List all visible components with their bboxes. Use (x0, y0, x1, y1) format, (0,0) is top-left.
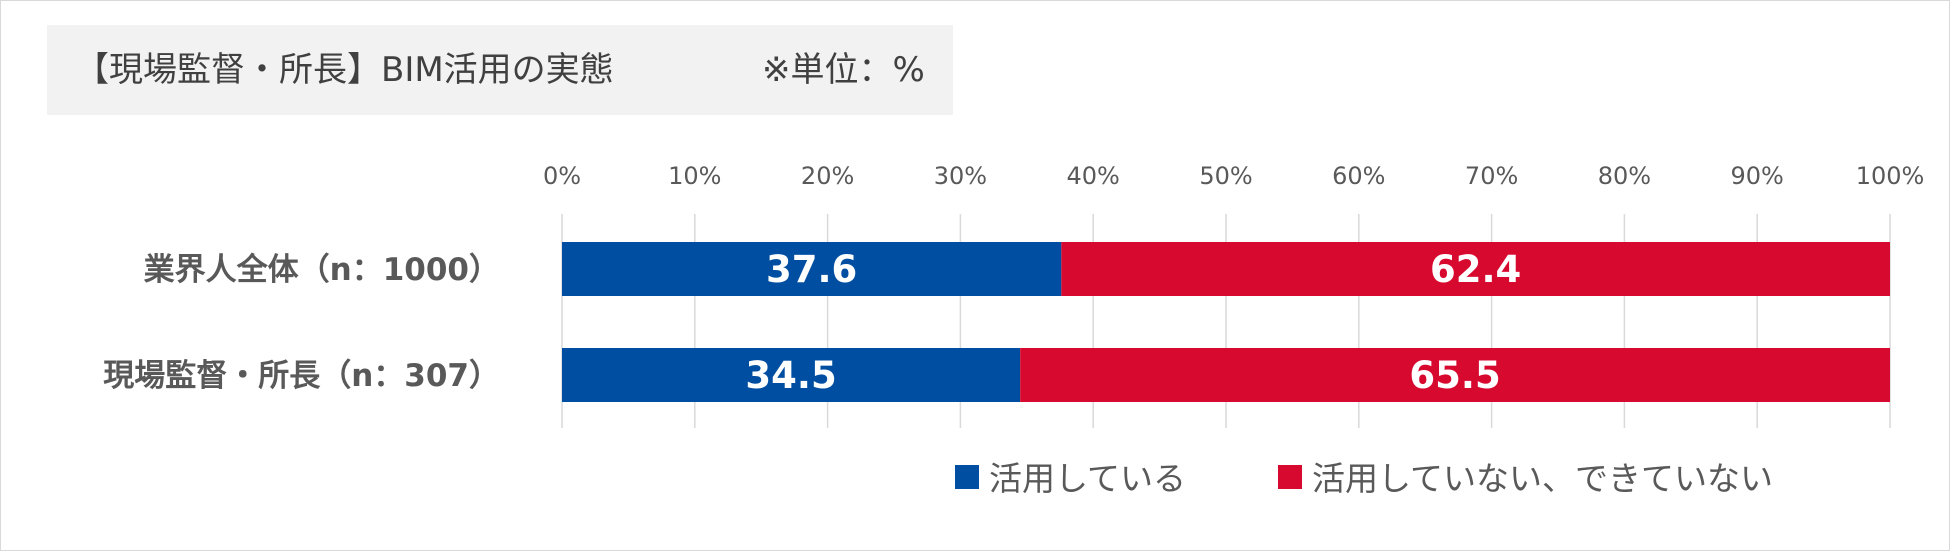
x-tick-label: 80% (1598, 162, 1651, 190)
bar-value-label: 65.5 (1409, 354, 1500, 397)
bar-segment (562, 242, 1062, 296)
x-tick-label: 70% (1465, 162, 1518, 190)
x-tick-label: 100% (1856, 162, 1925, 190)
chart-unit-note: ※単位：% (762, 50, 925, 90)
bar-segment (1061, 242, 1890, 296)
legend-label: 活用している (989, 459, 1186, 498)
chart-title: 【現場監督・所長】BIM活用の実態 (75, 50, 614, 90)
x-tick-label: 50% (1199, 162, 1252, 190)
legend-swatch (955, 465, 979, 489)
x-tick-label: 90% (1731, 162, 1784, 190)
bar-value-label: 37.6 (766, 248, 857, 291)
x-tick-label: 40% (1067, 162, 1120, 190)
bar-value-label: 34.5 (745, 354, 836, 397)
legend-swatch (1278, 465, 1302, 489)
category-label: 現場監督・所長（n：307） (103, 358, 500, 394)
category-label: 業界人全体（n：1000） (144, 252, 500, 288)
legend-label: 活用していない、できていない (1312, 459, 1773, 498)
bar-segment (1020, 348, 1890, 402)
x-tick-label: 30% (934, 162, 987, 190)
x-tick-label: 20% (801, 162, 854, 190)
chart-title-box: 【現場監督・所長】BIM活用の実態 ※単位：% (47, 25, 953, 115)
x-tick-label: 60% (1332, 162, 1385, 190)
bar-segment (562, 348, 1021, 402)
x-tick-label: 10% (668, 162, 721, 190)
x-tick-label: 0% (543, 162, 581, 190)
bar-value-label: 62.4 (1430, 248, 1521, 291)
